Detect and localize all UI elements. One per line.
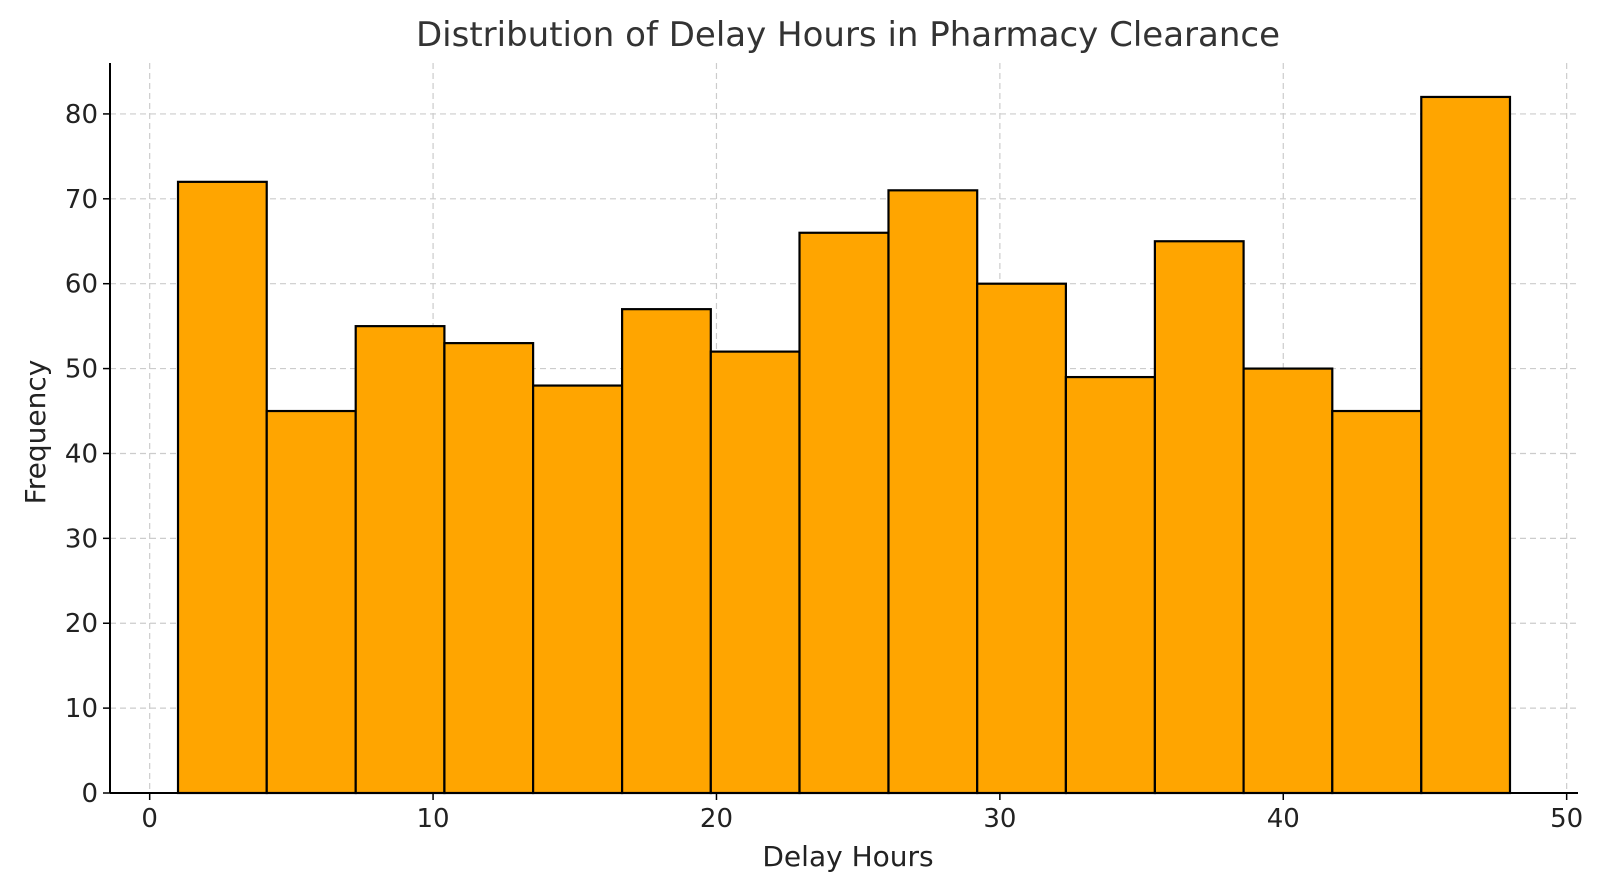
y-axis-label: Frequency [19, 360, 52, 505]
x-tick-label: 40 [1267, 804, 1300, 834]
y-tick-label: 60 [65, 270, 98, 300]
histogram-bar [176, 180, 268, 795]
y-tick-label: 20 [65, 609, 98, 639]
histogram-bar [1064, 375, 1156, 795]
x-tick-label: 50 [1550, 804, 1583, 834]
x-tick-label: 0 [141, 804, 158, 834]
y-tick-label: 70 [65, 185, 98, 215]
y-tick-label: 30 [65, 524, 98, 554]
histogram-bar [709, 350, 801, 795]
histogram-bar [354, 325, 446, 795]
chart-title: Distribution of Delay Hours in Pharmacy … [416, 15, 1280, 55]
x-tick-label: 20 [700, 804, 733, 834]
histogram-bar [1331, 409, 1423, 795]
histogram-bars [176, 95, 1512, 795]
histogram-bar [443, 342, 535, 795]
histogram-bar [620, 308, 712, 795]
y-tick-label: 80 [65, 100, 98, 130]
y-tick-label: 50 [65, 355, 98, 385]
x-axis-label: Delay Hours [762, 840, 933, 873]
tick-labels: 0 10 20 30 40 50 0 10 20 30 40 50 60 70 80 [65, 100, 1583, 834]
axes [109, 63, 1578, 794]
y-tick-label: 40 [65, 439, 98, 469]
histogram-bar [976, 282, 1068, 795]
histogram-bar [1242, 367, 1334, 795]
y-tick-label: 0 [81, 779, 98, 809]
histogram-bar [1153, 240, 1245, 795]
histogram-bar [1420, 95, 1512, 795]
x-tick-label: 30 [983, 804, 1016, 834]
y-tick-label: 10 [65, 694, 98, 724]
x-tick-label: 10 [417, 804, 450, 834]
histogram-bar [265, 409, 357, 795]
histogram-bar [798, 231, 890, 795]
histogram-bar [532, 384, 624, 795]
histogram-bar [887, 189, 979, 795]
